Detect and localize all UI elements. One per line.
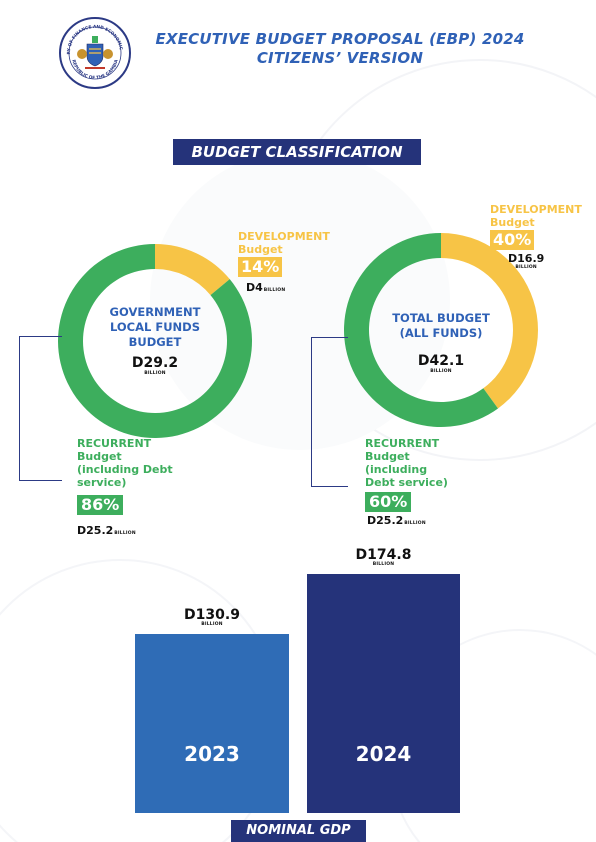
donut2-center-unit: BILLION: [413, 369, 469, 375]
page-title: EXECUTIVE BUDGET PROPOSAL (EBP) 2024 CIT…: [130, 30, 550, 68]
donut2-recurrent-subtitle-2: (including: [365, 463, 448, 476]
gdp-bar-2023-category-label: 2023: [135, 742, 289, 766]
gdp-bar-2024-category-label: 2024: [307, 742, 460, 766]
donut1-recurrent-amount-unit: BILLION: [114, 531, 136, 536]
donut2-center-label: TOTAL BUDGET (ALL FUNDS): [386, 311, 496, 341]
gdp-bar-2023-value: D130.9: [135, 608, 289, 622]
donut2-development-amount-unit: BILLION: [508, 265, 544, 271]
donut1-recurrent-title: RECURRENT: [77, 437, 173, 450]
donut2-development-amount-value: D16.9: [508, 252, 544, 265]
donut1-development-amount-value: D4: [246, 281, 263, 294]
donut2-recurrent-percent: 60%: [365, 492, 411, 512]
gdp-bar-2023: [135, 634, 289, 813]
gdp-bar-2024-unit: BILLION: [307, 562, 460, 568]
donut2-development-label: DEVELOPMENT Budget: [490, 203, 582, 229]
donut1-center-value: D29.2 BILLION: [127, 355, 183, 377]
donut2-center-amount: D42.1: [418, 353, 464, 369]
donut1-recurrent-bracket: [19, 336, 62, 481]
donut2-development-percent: 40%: [490, 230, 534, 250]
donut2-recurrent-title: RECURRENT: [365, 437, 448, 450]
donut2-recurrent-amount-unit: BILLION: [404, 521, 426, 526]
donut2-recurrent-subtitle-3: Debt service): [365, 476, 448, 489]
donut1-development-subtitle: Budget: [238, 243, 330, 256]
title-line-1: EXECUTIVE BUDGET PROPOSAL (EBP) 2024: [130, 30, 550, 49]
donut1-recurrent-subtitle-2: (including Debt: [77, 463, 173, 476]
donut2-center-value: D42.1 BILLION: [413, 353, 469, 375]
donut1-center-unit: BILLION: [127, 371, 183, 377]
gdp-bar-2023-value-label: D130.9 BILLION: [135, 608, 289, 628]
donut2-development-title: DEVELOPMENT: [490, 203, 582, 216]
donut1-slice-development: [155, 244, 230, 295]
donut2-recurrent-subtitle-1: Budget: [365, 450, 448, 463]
donut2-recurrent-amount-value: D25.2: [367, 514, 403, 527]
gdp-bar-2024-value-label: D174.8 BILLION: [307, 548, 460, 568]
donut1-recurrent-subtitle-1: Budget: [77, 450, 173, 463]
donut2-center-label-line-1: TOTAL BUDGET: [386, 311, 496, 326]
donut1-development-amount-unit: BILLION: [264, 288, 286, 293]
gdp-bar-2023-unit: BILLION: [135, 622, 289, 628]
donut1-recurrent-subtitle-3: service): [77, 476, 173, 489]
donut2-development-amount: D16.9 BILLION: [508, 252, 544, 271]
section-title-banner: BUDGET CLASSIFICATION: [173, 139, 421, 165]
donut2-recurrent-bracket: [311, 337, 348, 487]
gdp-bar-2024-value: D174.8: [307, 548, 460, 562]
donut1-recurrent-amount-value: D25.2: [77, 524, 113, 537]
title-line-2: CITIZENS’ VERSION: [130, 49, 550, 68]
donut1-development-percent: 14%: [238, 257, 282, 277]
donut2-recurrent-label: RECURRENT Budget (including Debt service…: [365, 437, 448, 489]
gdp-bar-2024: [307, 574, 460, 813]
donut1-development-label: DEVELOPMENT Budget: [238, 230, 330, 256]
donut2-recurrent-amount: D25.2BILLION: [367, 514, 426, 527]
donut1-development-amount: D4BILLION: [246, 281, 285, 294]
donut1-center-amount: D29.2: [132, 355, 178, 371]
donut2-development-subtitle: Budget: [490, 216, 582, 229]
gdp-chart-title-banner: NOMINAL GDP: [231, 820, 366, 842]
donut2-center-label-line-2: (ALL FUNDS): [386, 326, 496, 341]
donut1-center-label: GOVERNMENT LOCAL FUNDS BUDGET: [100, 305, 210, 350]
donut1-recurrent-amount: D25.2BILLION: [77, 524, 136, 537]
donut1-development-title: DEVELOPMENT: [238, 230, 330, 243]
ministry-seal-icon: MINISTRY OF FINANCE AND ECONOMIC AFFAIRS…: [58, 16, 132, 90]
donut1-recurrent-label: RECURRENT Budget (including Debt service…: [77, 437, 173, 489]
donut1-recurrent-percent: 86%: [77, 495, 123, 515]
